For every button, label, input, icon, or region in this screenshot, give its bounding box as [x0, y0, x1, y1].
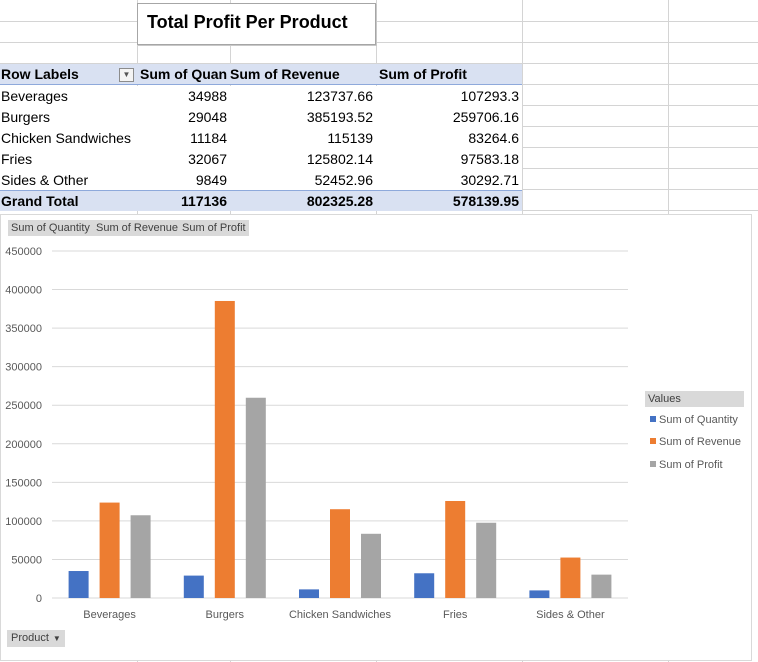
quantity-cell[interactable]: 9849	[195, 172, 227, 188]
bar-sum-of-quantity-burgers[interactable]	[183, 575, 204, 598]
bar-sum-of-profit-fries[interactable]	[476, 522, 497, 598]
table-row: Sides & Other 9849 52452.96 30292.71	[0, 170, 522, 191]
legend-label: Sum of Revenue	[659, 436, 741, 448]
y-tick-label: 50000	[11, 554, 42, 566]
y-tick-label: 200000	[5, 439, 42, 451]
total-profit-cell[interactable]: 578139.95	[452, 193, 519, 209]
revenue-cell[interactable]: 125802.14	[306, 151, 373, 167]
profit-cell[interactable]: 97583.18	[460, 151, 519, 167]
row-label[interactable]: Beverages	[1, 88, 68, 104]
pivot-header-row: Row Labels ▼ Sum of Quan Sum of Revenue …	[0, 64, 522, 85]
legend-swatch-icon	[650, 438, 656, 444]
profit-cell[interactable]: 83264.6	[468, 130, 519, 146]
profit-cell[interactable]: 259706.16	[452, 109, 519, 125]
bar-sum-of-quantity-fries[interactable]	[414, 573, 435, 598]
bar-sum-of-revenue-chicken-sandwiches[interactable]	[330, 509, 350, 598]
legend-label: Sum of Profit	[659, 459, 723, 471]
legend-item-sum-profit[interactable]: Sum of Profit	[650, 459, 723, 471]
revenue-cell[interactable]: 123737.66	[306, 88, 373, 104]
y-tick-label: 400000	[5, 285, 42, 297]
y-tick-label: 350000	[5, 323, 42, 335]
x-category-label: Fries	[443, 609, 468, 621]
header-sum-quantity[interactable]: Sum of Quan	[140, 66, 228, 82]
grand-total-row: Grand Total 117136 802325.28 578139.95	[0, 190, 522, 211]
bar-sum-of-quantity-beverages[interactable]	[68, 571, 89, 598]
legend-swatch-icon	[650, 461, 656, 467]
profit-cell[interactable]: 107293.3	[460, 88, 519, 104]
x-category-label: Beverages	[83, 609, 136, 621]
axis-field-button-product[interactable]: Product ▼	[7, 630, 65, 647]
bar-sum-of-revenue-fries[interactable]	[445, 500, 466, 598]
x-category-label: Chicken Sandwiches	[289, 609, 392, 621]
row-label[interactable]: Sides & Other	[1, 172, 89, 188]
header-row-labels[interactable]: Row Labels	[1, 66, 79, 82]
legend-title[interactable]: Values	[645, 391, 744, 407]
y-tick-label: 300000	[5, 362, 42, 374]
y-tick-label: 150000	[5, 477, 42, 489]
field-button-sum-revenue[interactable]: Sum of Revenue	[93, 220, 182, 236]
x-category-label: Sides & Other	[536, 609, 605, 621]
filter-dropdown-icon[interactable]: ▼	[119, 68, 134, 82]
x-category-label: Burgers	[206, 609, 245, 621]
header-sum-revenue[interactable]: Sum of Revenue	[230, 66, 340, 82]
quantity-cell[interactable]: 11184	[190, 130, 227, 146]
grand-total-label[interactable]: Grand Total	[1, 193, 79, 209]
dropdown-arrow-icon: ▼	[52, 634, 61, 643]
row-label[interactable]: Chicken Sandwiches	[1, 130, 131, 146]
bar-sum-of-revenue-burgers[interactable]	[214, 300, 235, 598]
table-row: Chicken Sandwiches 11184 115139 83264.6	[0, 128, 522, 149]
revenue-cell[interactable]: 115139	[327, 130, 373, 146]
y-tick-label: 450000	[5, 246, 42, 258]
bar-sum-of-profit-beverages[interactable]	[130, 515, 151, 598]
table-row: Burgers 29048 385193.52 259706.16	[0, 107, 522, 128]
bar-sum-of-profit-chicken-sandwiches[interactable]	[361, 533, 381, 598]
y-tick-label: 0	[36, 593, 42, 605]
table-row: Fries 32067 125802.14 97583.18	[0, 149, 522, 170]
legend-swatch-icon	[650, 416, 656, 422]
y-tick-label: 250000	[5, 400, 42, 412]
bar-sum-of-quantity-chicken-sandwiches[interactable]	[299, 589, 319, 598]
quantity-cell[interactable]: 32067	[188, 151, 227, 167]
quantity-cell[interactable]: 29048	[188, 109, 227, 125]
bar-sum-of-revenue-beverages[interactable]	[99, 502, 120, 598]
bar-sum-of-profit-burgers[interactable]	[245, 397, 266, 598]
legend-item-sum-revenue[interactable]: Sum of Revenue	[650, 436, 741, 448]
table-row: Beverages 34988 123737.66 107293.3	[0, 86, 522, 107]
bar-sum-of-quantity-sides-other[interactable]	[529, 590, 550, 598]
bar-sum-of-profit-sides-other[interactable]	[591, 574, 612, 598]
bar-sum-of-revenue-sides-other[interactable]	[560, 557, 581, 598]
revenue-cell[interactable]: 52452.96	[314, 172, 373, 188]
chart-title-box[interactable]: Total Profit Per Product	[137, 3, 376, 45]
axis-field-label: Product	[11, 632, 49, 644]
total-revenue-cell[interactable]: 802325.28	[306, 193, 373, 209]
field-button-sum-profit[interactable]: Sum of Profit	[179, 220, 250, 236]
profit-cell[interactable]: 30292.71	[460, 172, 519, 188]
legend-item-sum-quantity[interactable]: Sum of Quantity	[650, 414, 738, 426]
legend-label: Sum of Quantity	[659, 414, 738, 426]
quantity-cell[interactable]: 34988	[188, 88, 227, 104]
y-tick-label: 100000	[5, 516, 42, 528]
row-label[interactable]: Burgers	[1, 109, 51, 125]
header-sum-profit[interactable]: Sum of Profit	[379, 66, 467, 82]
row-label[interactable]: Fries	[1, 151, 33, 167]
revenue-cell[interactable]: 385193.52	[306, 109, 373, 125]
field-button-sum-quantity[interactable]: Sum of Quantity	[8, 220, 94, 236]
total-quantity-cell[interactable]: 117136	[181, 193, 227, 209]
